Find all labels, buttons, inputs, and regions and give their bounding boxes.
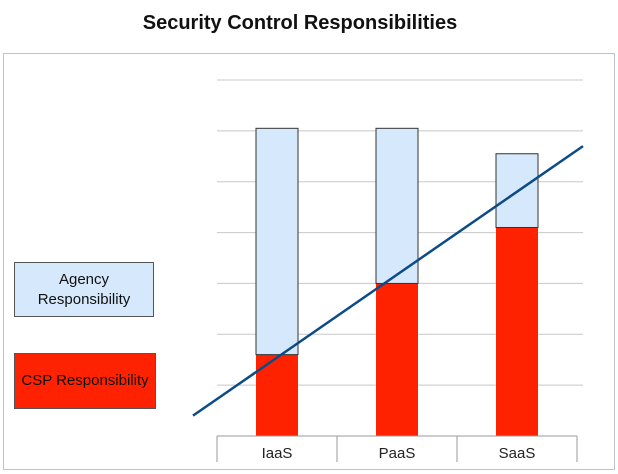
bar-paas-agency (375, 127, 419, 284)
bar-iaas-agency (255, 127, 299, 356)
legend-csp-label: CSP Responsibility (21, 372, 149, 389)
chart-title: Security Control Responsibilities (142, 12, 458, 34)
x-tick-label-iaas: IaaS (262, 445, 293, 462)
legend-agency-label: Agency Responsibility (37, 270, 131, 308)
x-tick-label-saas: SaaS (499, 445, 536, 462)
bar-saas-csp (496, 227, 538, 436)
x-tick-label-paas: PaaS (379, 445, 416, 462)
legend-csp-responsibility: CSP Responsibility (14, 353, 156, 409)
bar-paas-csp (376, 283, 418, 436)
trend-line (192, 145, 584, 417)
legend-agency-responsibility: Agency Responsibility (14, 262, 154, 317)
